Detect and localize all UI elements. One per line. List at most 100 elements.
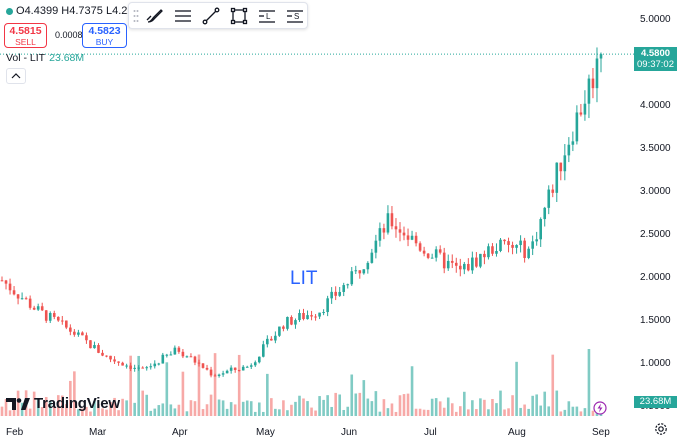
volume-bar xyxy=(571,406,575,416)
candle-body xyxy=(322,312,325,314)
candle-body xyxy=(109,355,112,360)
volume-bar xyxy=(121,398,124,416)
volume-bar xyxy=(16,390,20,416)
volume-bar xyxy=(418,408,422,416)
settings-gear-icon[interactable] xyxy=(654,422,668,436)
brush-icon[interactable] xyxy=(143,5,167,27)
symbol-watermark: LIT xyxy=(290,268,318,289)
collapse-legend-button[interactable] xyxy=(6,68,26,84)
x-tick-label: May xyxy=(256,427,275,438)
candle-body xyxy=(487,246,490,258)
volume-bar xyxy=(286,410,289,416)
volume-bar xyxy=(483,399,486,416)
candle-body xyxy=(177,347,181,352)
candle-body xyxy=(185,356,189,358)
candle-body xyxy=(117,361,120,363)
volume-bar xyxy=(579,411,583,416)
volume-bar xyxy=(334,392,337,416)
candle-body xyxy=(161,354,165,364)
volume-bar xyxy=(101,408,104,416)
x-tick-label: Aug xyxy=(508,427,526,438)
volume-bar xyxy=(237,354,241,416)
x-tick-label: Jun xyxy=(341,427,357,438)
volume-bar xyxy=(503,409,506,416)
candle-body xyxy=(0,280,4,282)
candle-body xyxy=(4,280,8,284)
candle-body xyxy=(141,367,145,369)
candle-body xyxy=(499,239,502,251)
candle-body xyxy=(282,326,285,329)
volume-bar xyxy=(189,400,193,416)
candle-body xyxy=(105,355,108,357)
volume-bar xyxy=(575,406,579,416)
candle-body xyxy=(342,285,346,292)
candle-body xyxy=(539,219,542,240)
x-tick-label: Mar xyxy=(89,427,107,438)
volume-bar xyxy=(105,409,108,416)
candle-body xyxy=(221,373,225,375)
volume-bar xyxy=(591,410,595,416)
candle-body xyxy=(101,352,104,356)
buy-button[interactable]: 4.5823 BUY xyxy=(82,23,127,48)
volume-bar xyxy=(318,396,321,416)
candle-body xyxy=(270,338,273,341)
horizontal-lines-icon[interactable] xyxy=(171,5,195,27)
candle-body xyxy=(503,239,506,242)
candle-body xyxy=(173,347,177,355)
sell-button[interactable]: 4.5815 SELL xyxy=(4,23,47,48)
candle-body xyxy=(354,270,358,272)
candle-body xyxy=(32,307,36,310)
candle-body xyxy=(253,362,257,366)
volume-bar xyxy=(169,404,173,416)
candle-body xyxy=(274,335,277,341)
y-tick-label: 3.5000 xyxy=(640,143,671,154)
volume-bar xyxy=(366,398,370,416)
chevron-up-icon xyxy=(11,73,21,79)
time-axis[interactable]: Feb Mar Apr May Jun Jul Aug Sep xyxy=(6,427,610,438)
candle-body xyxy=(125,365,128,367)
rectangle-icon[interactable] xyxy=(227,5,251,27)
candle-body xyxy=(475,257,478,267)
candle-body xyxy=(450,260,454,263)
candle-body xyxy=(555,162,559,193)
x-tick-label: Sep xyxy=(592,427,610,438)
candle-body xyxy=(16,294,20,299)
volume-bar xyxy=(77,409,80,416)
price-axis[interactable]: 5.00004.50004.00003.50003.00002.50002.00… xyxy=(640,14,671,412)
volume-bar xyxy=(161,403,165,416)
trend-line-icon[interactable] xyxy=(199,5,223,27)
logo-text: TradingView xyxy=(34,395,120,412)
buy-price: 4.5823 xyxy=(88,25,121,37)
volume-bar xyxy=(346,406,350,416)
volume-bar xyxy=(65,404,68,416)
candle-body xyxy=(290,316,293,325)
sell-price: 4.5815 xyxy=(9,25,42,37)
short-position-icon[interactable]: S xyxy=(283,5,307,27)
drag-handle-icon[interactable] xyxy=(133,7,139,25)
volume-bars xyxy=(0,349,603,416)
volume-bar xyxy=(354,393,358,416)
volume-bar xyxy=(446,397,450,416)
volume-bar xyxy=(563,409,567,416)
svg-text:L: L xyxy=(266,12,271,21)
volume-bar xyxy=(479,398,482,416)
volume-bar xyxy=(531,395,534,416)
candle-body xyxy=(519,240,522,246)
flash-icon[interactable] xyxy=(593,401,607,415)
candle-body xyxy=(44,310,48,321)
y-tick-label: 5.0000 xyxy=(640,14,671,25)
candle-body xyxy=(563,155,567,172)
volume-bar xyxy=(539,405,542,416)
volume-bar xyxy=(535,394,538,416)
volume-bar xyxy=(370,401,374,416)
candle-body xyxy=(93,345,96,349)
tradingview-logo[interactable]: TradingView xyxy=(6,395,120,412)
candle-body xyxy=(394,226,398,230)
svg-text:S: S xyxy=(294,12,299,21)
candle-body xyxy=(65,320,68,328)
candle-body xyxy=(278,326,281,336)
long-position-icon[interactable]: L xyxy=(255,5,279,27)
candle-body xyxy=(24,298,28,300)
volume-bar xyxy=(398,395,402,416)
